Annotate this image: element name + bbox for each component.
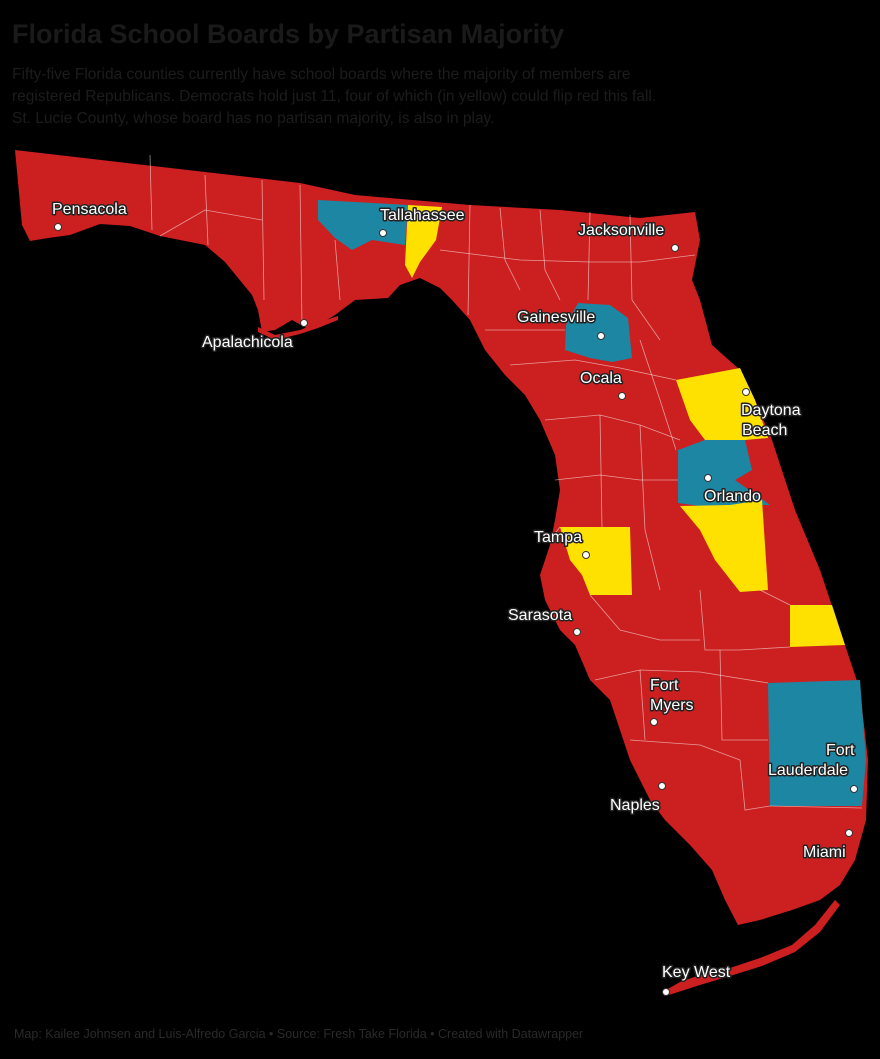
city-label-line-1: Daytona [741,402,801,419]
city-marker [573,628,581,636]
city-marker [742,388,750,396]
city-naples[interactable]: Naples [609,782,666,816]
map-credit: Map: Kailee Johnsen and Luis-Alfredo Gar… [14,1027,584,1041]
city-label: Pensacola [52,201,127,218]
county-jefferson[interactable] [405,205,442,278]
city-marker [379,229,387,237]
city-gainesville[interactable]: Gainesville [516,308,605,340]
city-label-line-1: Fort [650,677,679,694]
city-label: Tampa [534,529,582,546]
city-tampa[interactable]: Tampa [533,528,590,559]
city-marker [582,551,590,559]
city-label: Apalachicola [202,334,293,351]
subtitle-line-3: St. Lucie County, whose board has no par… [12,110,495,127]
city-label: Jacksonville [578,222,664,239]
county-orange[interactable] [678,440,770,506]
city-orlando[interactable]: Orlando [703,474,763,507]
city-jacksonville[interactable]: Jacksonville [577,221,679,252]
city-marker [662,988,670,996]
city-tallahassee[interactable]: Tallahassee [379,206,466,237]
county-alachua[interactable] [565,303,632,362]
city-label-line-2: Lauderdale [768,762,848,779]
city-label-line-2: Myers [650,697,694,714]
city-key-west[interactable]: Key West [661,963,732,996]
city-marker [54,223,62,231]
city-pensacola[interactable]: Pensacola [51,200,128,231]
city-ocala[interactable]: Ocala [579,369,626,400]
city-marker [597,332,605,340]
county-hillsborough[interactable] [560,527,632,595]
city-label: Key West [662,964,731,981]
city-sarasota[interactable]: Sarasota [507,606,581,636]
city-marker [650,718,658,726]
city-daytona-beach[interactable]: Daytona Beach [740,388,802,441]
county-boundaries [149,154,863,811]
city-marker [671,244,679,252]
city-miami[interactable]: Miami [802,829,853,863]
city-label: Orlando [704,488,761,505]
county-broward[interactable] [768,680,866,806]
city-marker [618,392,626,400]
city-marker [704,474,712,482]
city-marker [850,785,858,793]
county-volusia[interactable] [676,368,768,440]
florida-state-outline[interactable] [15,150,868,925]
city-fort-myers[interactable]: Fort Myers [649,676,695,726]
city-label-line-2: Beach [742,422,787,439]
city-label: Sarasota [508,607,572,624]
florida-keys [664,900,840,996]
subtitle-line-1: Fifty-five Florida counties currently ha… [12,66,631,83]
city-apalachicola[interactable]: Apalachicola [201,319,308,353]
city-label: Naples [610,797,660,814]
subtitle-line-2: registered Republicans. Democrats hold j… [12,88,657,105]
city-label: Miami [803,844,846,861]
city-marker [300,319,308,327]
county-leon[interactable] [318,200,408,250]
florida-map: Pensacola Tallahassee Jacksonville Apala… [15,150,868,996]
city-label: Ocala [580,370,622,387]
county-osceola[interactable] [680,500,768,592]
city-marker [845,829,853,837]
city-marker [658,782,666,790]
county-st-lucie[interactable] [790,605,845,647]
city-fort-lauderdale[interactable]: Fort Lauderdale [767,741,858,793]
city-label: Tallahassee [380,207,465,224]
city-label: Gainesville [517,309,595,326]
map-title: Florida School Boards by Partisan Majori… [12,19,565,49]
map-subtitle: Fifty-five Florida counties currently ha… [12,64,872,130]
city-label-line-1: Fort [826,742,855,759]
